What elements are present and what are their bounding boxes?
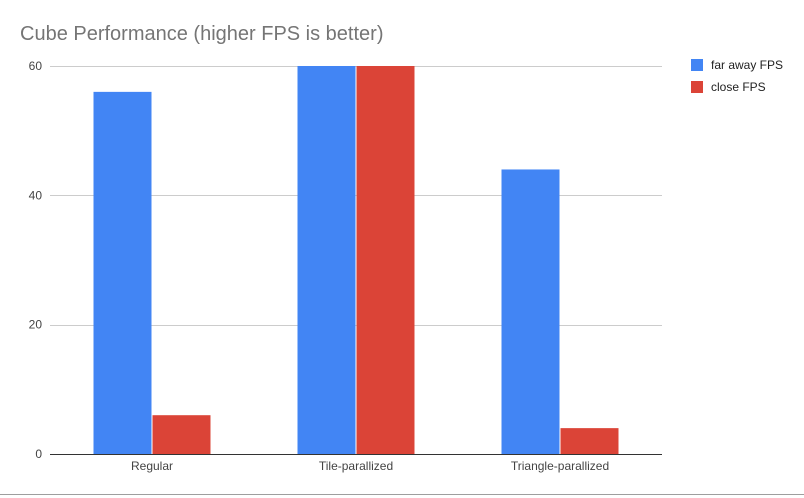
bars (93, 66, 619, 454)
bar-close-fps-regular (152, 415, 211, 454)
legend-label: far away FPS (711, 58, 783, 72)
y-axis-ticks: 0 20 40 60 (29, 59, 43, 461)
legend-label: close FPS (711, 80, 766, 94)
y-tick-label: 40 (29, 188, 43, 202)
bar-close-fps-triangle-parallized (560, 428, 619, 454)
y-tick-label: 0 (35, 447, 42, 461)
y-tick-label: 20 (29, 318, 43, 332)
legend-swatch (691, 81, 703, 93)
bar-close-fps-tile-parallized (356, 66, 415, 454)
chart-title: Cube Performance (higher FPS is better) (20, 23, 384, 45)
legend-swatch (691, 59, 703, 71)
legend: far away FPS close FPS (691, 58, 783, 94)
bar-far-away-fps-tile-parallized (297, 66, 356, 454)
x-tick-label: Regular (131, 459, 173, 473)
bar-far-away-fps-triangle-parallized (501, 169, 560, 454)
x-axis-ticks: Regular Tile-parallized Triangle-parallize… (131, 459, 609, 473)
bar-far-away-fps-regular (93, 91, 152, 454)
x-tick-label: Tile-parallized (319, 459, 393, 473)
x-tick-label: Triangle-parallized (511, 459, 609, 473)
y-tick-label: 60 (29, 59, 43, 73)
gridlines (50, 66, 662, 455)
